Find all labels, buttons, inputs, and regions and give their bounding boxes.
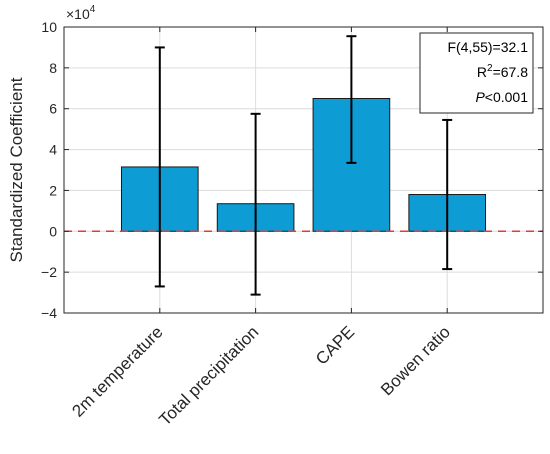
error-bar-0 <box>154 46 165 288</box>
error-bar-1 <box>250 112 261 296</box>
y-tick-label-5: 6 <box>49 101 57 117</box>
annotation-r-squared: R2=67.8 <box>477 63 528 80</box>
x-tick-label-1: Total precipitation <box>155 322 262 429</box>
error-bar-3 <box>442 118 453 271</box>
stats-annotation: F(4,55)=32.1 R2=67.8 P<0.001 <box>419 32 534 114</box>
y-tick-label-0: −4 <box>41 305 57 321</box>
y-scale-factor: ×104 <box>66 4 96 22</box>
bars <box>120 98 487 232</box>
error-bars <box>154 35 453 296</box>
y-tick-label-3: 2 <box>49 182 57 198</box>
x-tick-label-0: 2m temperature <box>68 322 166 420</box>
y-tick-labels: −4 −2 0 2 4 6 8 10 <box>41 19 57 321</box>
plot-frame <box>63 26 544 314</box>
x-tick-label-2: CAPE <box>312 322 358 368</box>
y-tick-label-6: 8 <box>49 60 57 76</box>
x-tick-label-3: Bowen ratio <box>377 322 454 399</box>
annotation-f-stat: F(4,55)=32.1 <box>447 39 528 55</box>
y-tick-label-4: 4 <box>49 142 57 158</box>
y-axis-title: Standardized Coefficient <box>7 77 26 262</box>
y-tick-label-2: 0 <box>49 223 57 239</box>
axes <box>63 26 544 314</box>
error-bar-2 <box>346 35 357 164</box>
annotation-p-value: P<0.001 <box>475 89 528 105</box>
y-tick-label-1: −2 <box>41 264 57 280</box>
y-tick-label-7: 10 <box>41 19 57 35</box>
annotation-box <box>419 32 534 114</box>
